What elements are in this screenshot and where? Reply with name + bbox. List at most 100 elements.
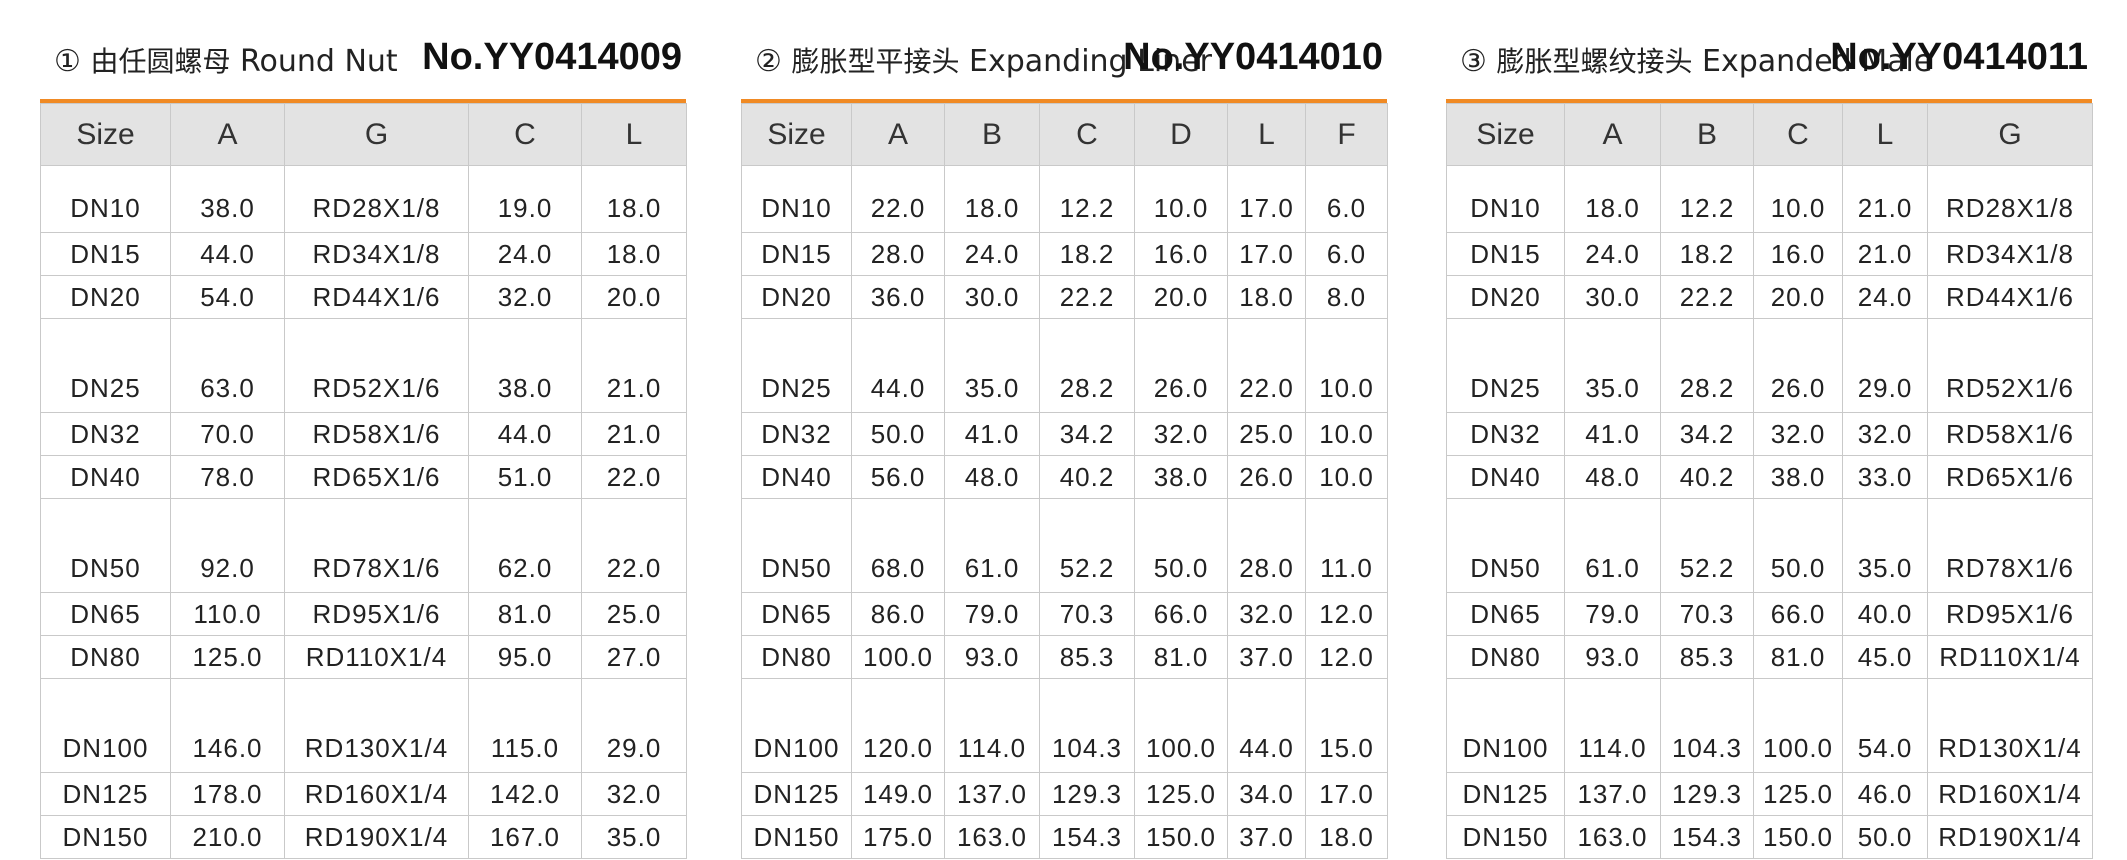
- value-cell: 19.0: [468, 165, 582, 233]
- table-row: DN65 79.0 70.3 66.0 40.0 RD95X1/6: [1446, 592, 2093, 636]
- product-code: No.YY0414011: [1830, 36, 2088, 78]
- size-cell: DN40: [741, 455, 852, 499]
- value-cell: 33.0: [1842, 455, 1928, 499]
- column-header: F: [1305, 103, 1388, 166]
- size-cell: DN150: [1446, 815, 1565, 859]
- table-row: DN10 18.0 12.2 10.0 21.0 RD28X1/8: [1446, 165, 2093, 233]
- value-cell: 48.0: [1564, 455, 1661, 499]
- table-header: Size A B C D L F: [741, 103, 1388, 166]
- value-cell: RD58X1/6: [1927, 412, 2093, 456]
- value-cell: 21.0: [581, 318, 687, 413]
- size-cell: DN125: [1446, 772, 1565, 816]
- value-cell: 15.0: [1305, 678, 1388, 773]
- value-cell: RD95X1/6: [1927, 592, 2093, 636]
- value-cell: 85.3: [1660, 635, 1754, 679]
- value-cell: RD190X1/4: [284, 815, 469, 859]
- value-cell: 167.0: [468, 815, 582, 859]
- column-header: Size: [1446, 103, 1565, 166]
- value-cell: 17.0: [1227, 165, 1306, 233]
- size-cell: DN100: [40, 678, 171, 773]
- value-cell: 149.0: [851, 772, 945, 816]
- spec-table: Size A G C L DN10 38.0 RD28X1/8 19.0 18.0 DN1…: [40, 103, 687, 859]
- panel-title: ① 由任圆螺母 Round Nut: [54, 40, 398, 80]
- value-cell: 26.0: [1753, 318, 1843, 413]
- value-cell: 22.2: [1660, 275, 1754, 319]
- value-cell: 32.0: [1227, 592, 1306, 636]
- value-cell: 44.0: [170, 232, 285, 276]
- value-cell: 18.2: [1660, 232, 1754, 276]
- size-cell: DN10: [1446, 165, 1565, 233]
- value-cell: 142.0: [468, 772, 582, 816]
- value-cell: 32.0: [1842, 412, 1928, 456]
- size-cell: DN80: [40, 635, 171, 679]
- value-cell: 81.0: [1134, 635, 1228, 679]
- value-cell: 40.2: [1660, 455, 1754, 499]
- value-cell: 66.0: [1753, 592, 1843, 636]
- column-header: C: [468, 103, 582, 166]
- column-header: L: [581, 103, 687, 166]
- table-row: DN100 146.0 RD130X1/4 115.0 29.0: [40, 678, 687, 773]
- value-cell: 125.0: [1753, 772, 1843, 816]
- column-header: L: [1842, 103, 1928, 166]
- size-cell: DN40: [40, 455, 171, 499]
- column-header: C: [1039, 103, 1135, 166]
- value-cell: 26.0: [1134, 318, 1228, 413]
- value-cell: 18.0: [944, 165, 1040, 233]
- title-english: Round Nut: [240, 44, 398, 79]
- table-row: DN15 28.0 24.0 18.2 16.0 17.0 6.0: [741, 232, 1388, 276]
- value-cell: 79.0: [1564, 592, 1661, 636]
- size-cell: DN150: [741, 815, 852, 859]
- value-cell: 137.0: [944, 772, 1040, 816]
- value-cell: 20.0: [581, 275, 687, 319]
- value-cell: 10.0: [1753, 165, 1843, 233]
- value-cell: 163.0: [1564, 815, 1661, 859]
- value-cell: RD130X1/4: [284, 678, 469, 773]
- value-cell: 6.0: [1305, 165, 1388, 233]
- value-cell: 28.2: [1039, 318, 1135, 413]
- value-cell: 10.0: [1305, 412, 1388, 456]
- value-cell: 129.3: [1039, 772, 1135, 816]
- title-chinese: 由任圆螺母: [90, 45, 231, 78]
- value-cell: RD78X1/6: [1927, 498, 2093, 593]
- size-cell: DN65: [741, 592, 852, 636]
- size-cell: DN10: [40, 165, 171, 233]
- value-cell: 54.0: [1842, 678, 1928, 773]
- value-cell: 85.3: [1039, 635, 1135, 679]
- value-cell: 22.0: [851, 165, 945, 233]
- value-cell: 37.0: [1227, 815, 1306, 859]
- size-cell: DN150: [40, 815, 171, 859]
- value-cell: 38.0: [1753, 455, 1843, 499]
- product-code: No.YY0414009: [422, 36, 682, 78]
- value-cell: 16.0: [1753, 232, 1843, 276]
- table-row: DN125 149.0 137.0 129.3 125.0 34.0 17.0: [741, 772, 1388, 816]
- panel-title: ③ 膨胀型螺纹接头 Expanded Male: [1460, 40, 1932, 80]
- panel-title-row: ② 膨胀型平接头 Expanding Liner No.YY0414010: [741, 0, 1387, 100]
- value-cell: RD34X1/8: [1927, 232, 2093, 276]
- value-cell: 62.0: [468, 498, 582, 593]
- table-row: DN125 178.0 RD160X1/4 142.0 32.0: [40, 772, 687, 816]
- value-cell: 129.3: [1660, 772, 1754, 816]
- table-row: DN25 63.0 RD52X1/6 38.0 21.0: [40, 318, 687, 413]
- value-cell: 68.0: [851, 498, 945, 593]
- value-cell: 24.0: [1842, 275, 1928, 319]
- table-row: DN150 175.0 163.0 154.3 150.0 37.0 18.0: [741, 815, 1388, 859]
- value-cell: 100.0: [1753, 678, 1843, 773]
- value-cell: 95.0: [468, 635, 582, 679]
- value-cell: 25.0: [581, 592, 687, 636]
- value-cell: 178.0: [170, 772, 285, 816]
- size-cell: DN100: [1446, 678, 1565, 773]
- value-cell: 115.0: [468, 678, 582, 773]
- table-row: DN15 44.0 RD34X1/8 24.0 18.0: [40, 232, 687, 276]
- value-cell: 21.0: [1842, 165, 1928, 233]
- size-cell: DN15: [1446, 232, 1565, 276]
- value-cell: 10.0: [1134, 165, 1228, 233]
- value-cell: 35.0: [581, 815, 687, 859]
- value-cell: 50.0: [851, 412, 945, 456]
- value-cell: 12.0: [1305, 592, 1388, 636]
- value-cell: 104.3: [1039, 678, 1135, 773]
- value-cell: 20.0: [1753, 275, 1843, 319]
- value-cell: 36.0: [851, 275, 945, 319]
- table-row: DN10 38.0 RD28X1/8 19.0 18.0: [40, 165, 687, 233]
- size-cell: DN125: [40, 772, 171, 816]
- value-cell: 17.0: [1305, 772, 1388, 816]
